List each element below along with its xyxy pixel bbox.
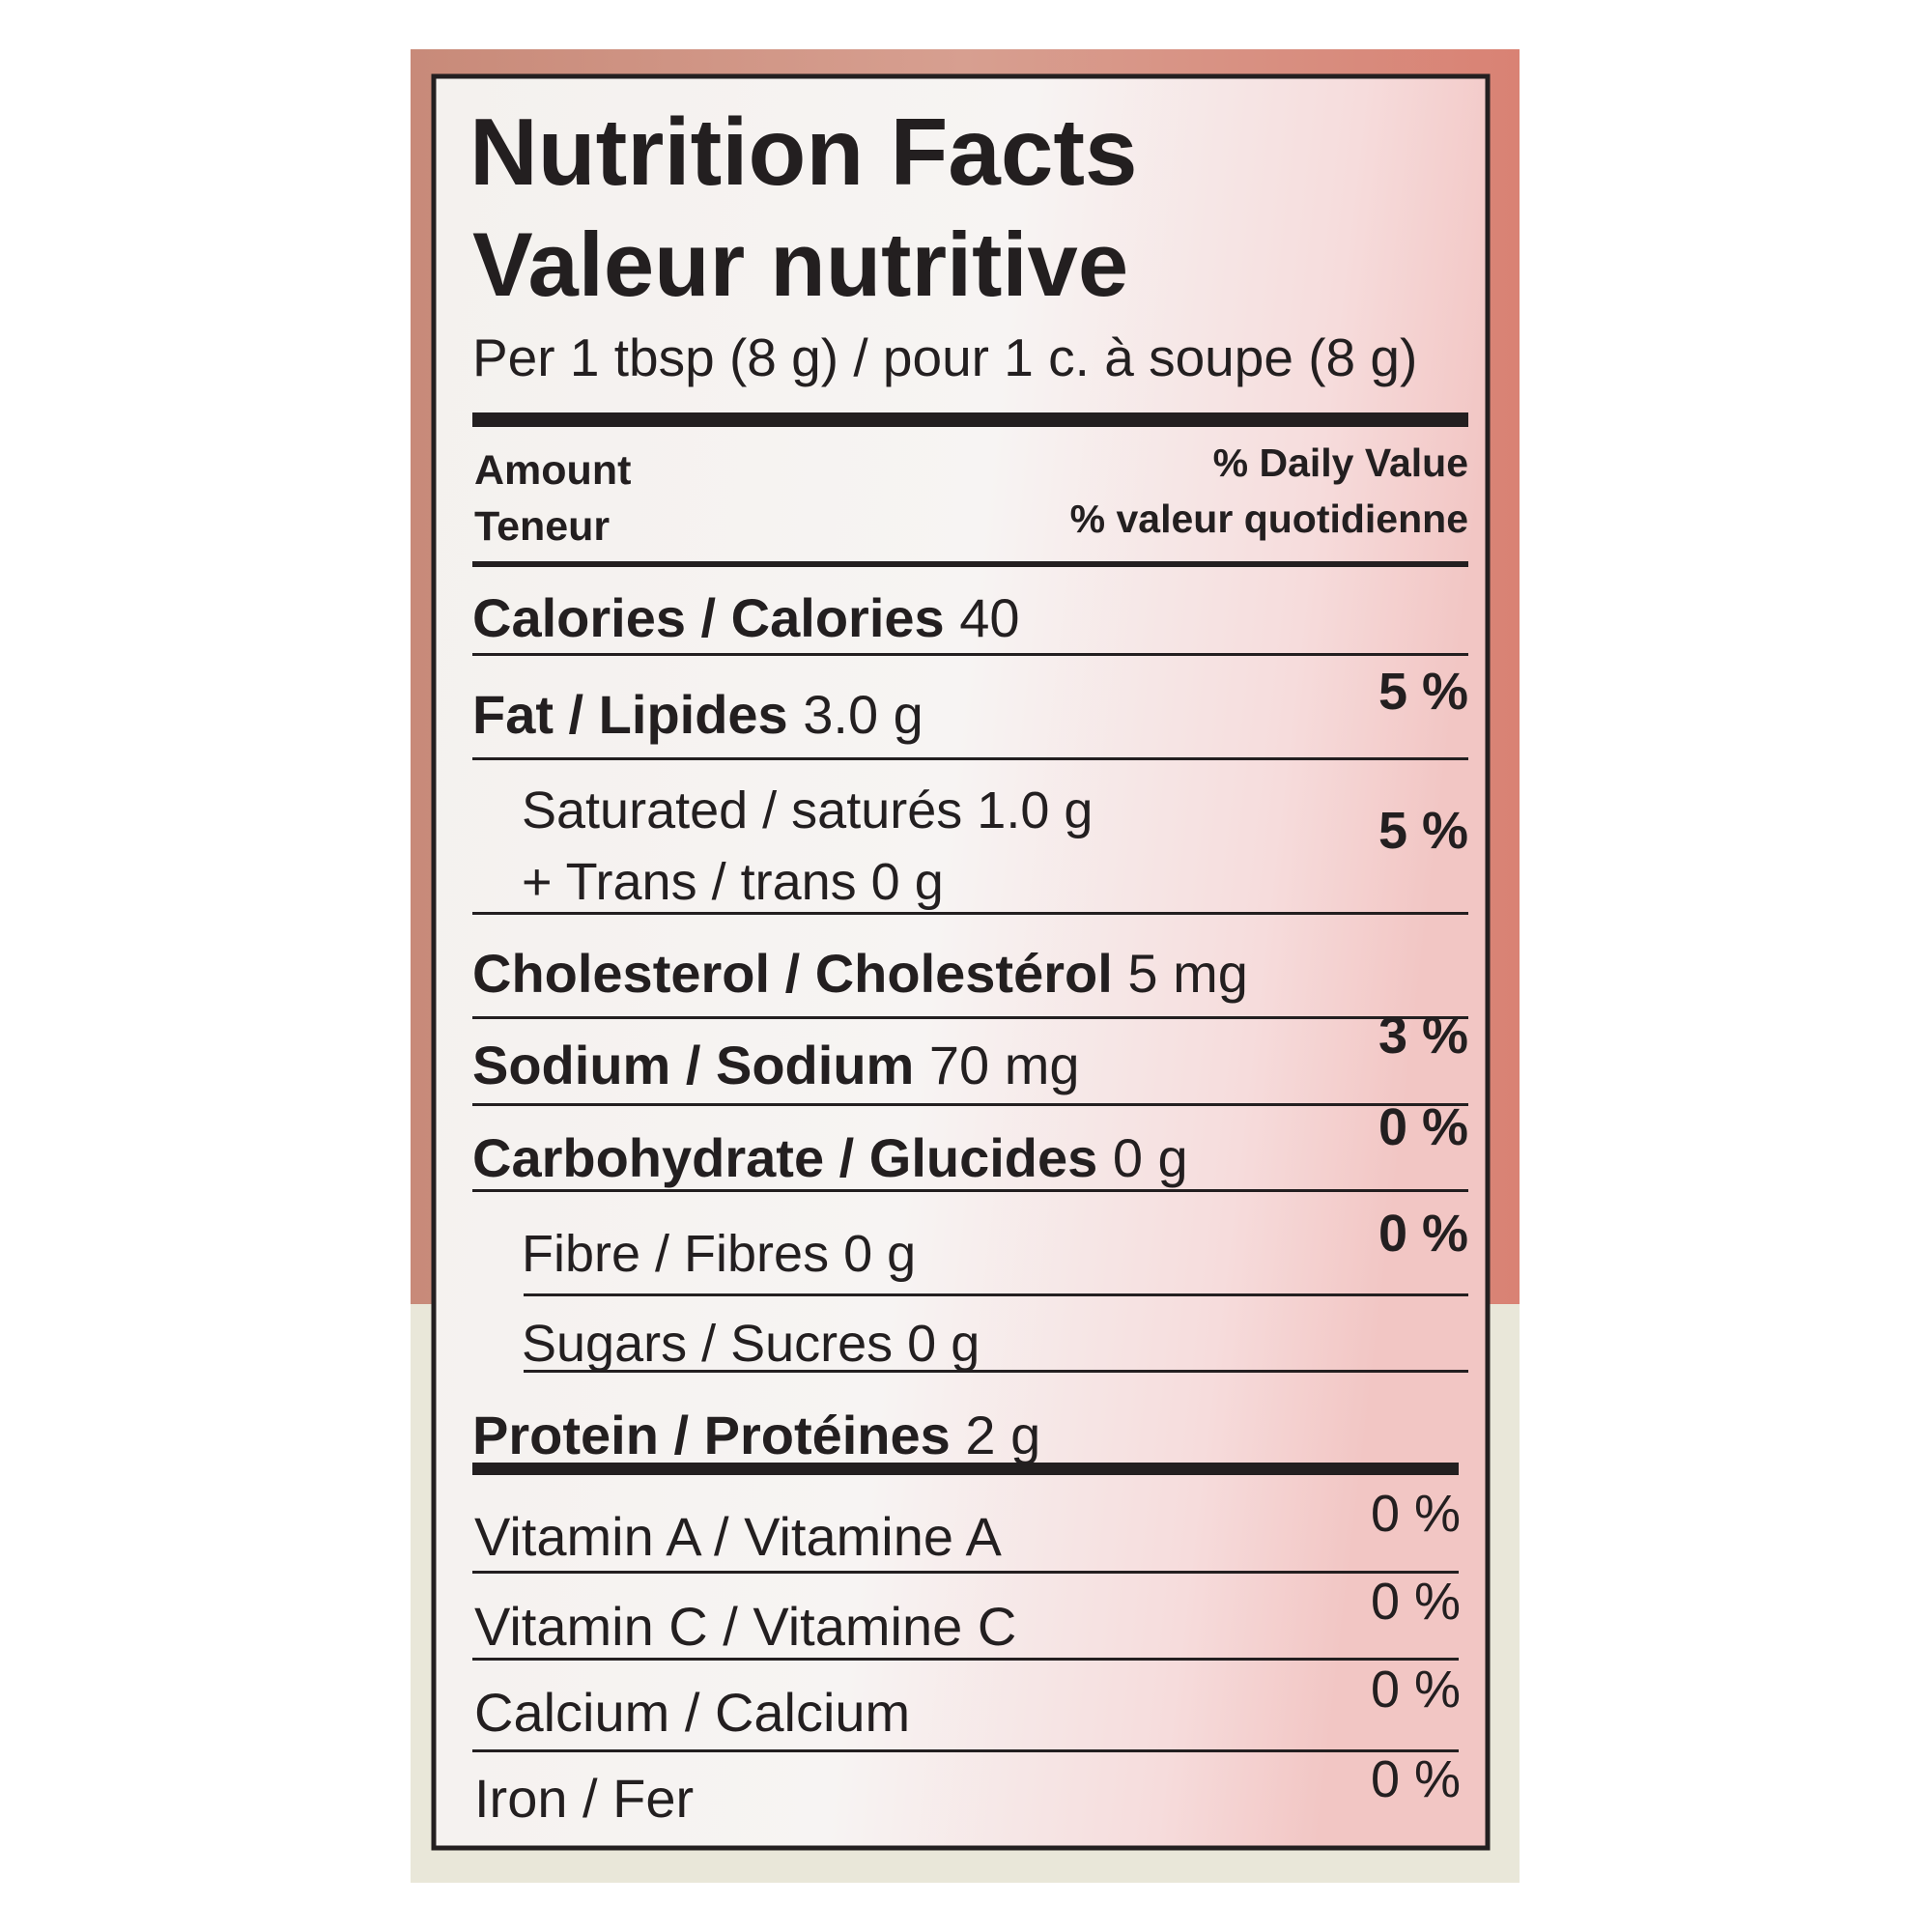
- dv-header: % Daily Value: [1213, 440, 1468, 485]
- nutrient-amount: 70 mg: [929, 1035, 1080, 1095]
- vitamin-label: Vitamin C / Vitamine C: [474, 1596, 1016, 1657]
- nutrient: Calories / Calories 40: [472, 587, 1020, 648]
- sub-nutrient: Sugars / Sucres 0 g: [522, 1315, 980, 1373]
- title-fr: Valeur nutritive: [472, 213, 1128, 315]
- daily-value: 0 %: [1378, 1205, 1468, 1263]
- nutrient-label: Sugars / Sucres 0 g: [522, 1315, 980, 1373]
- dv-header-fr: % valeur quotidienne: [1070, 497, 1468, 541]
- rule: [524, 1293, 1468, 1296]
- title: Nutrition Facts: [469, 99, 1137, 205]
- rule: [472, 1189, 1468, 1192]
- rule: [472, 757, 1468, 760]
- nutrient-amount: 0 g: [1113, 1127, 1188, 1188]
- nutrient: Carbohydrate / Glucides 0 g: [472, 1127, 1188, 1188]
- serving: Per 1 tbsp (8 g) / pour 1 c. à soupe (8 …: [472, 327, 1417, 387]
- nutrient-label: Carbohydrate / Glucides: [472, 1127, 1097, 1188]
- nutrient: Fat / Lipides 3.0 g: [472, 684, 923, 745]
- thick-rule: [472, 412, 1468, 427]
- nutrient-amount: 1.0 g: [977, 781, 1093, 839]
- daily-value: 0 %: [1371, 1661, 1461, 1719]
- rule: [472, 561, 1468, 567]
- rule: [472, 1571, 1459, 1574]
- daily-value: 0 %: [1378, 1098, 1468, 1156]
- nutrient-label: Cholesterol / Cholestérol: [472, 943, 1113, 1004]
- daily-value: 5 %: [1378, 802, 1468, 860]
- sub-nutrient: + Trans / trans 0 g: [522, 853, 944, 911]
- daily-value: 0 %: [1371, 1573, 1461, 1631]
- nutrient-amount: 5 mg: [1127, 943, 1248, 1004]
- sub-nutrient: Saturated / saturés 1.0 g: [522, 781, 1093, 839]
- rule: [472, 1016, 1468, 1019]
- nutrient: Protein / Protéines 2 g: [472, 1405, 1040, 1465]
- daily-value: 0 %: [1371, 1750, 1461, 1808]
- nutrient-label: Sodium / Sodium: [472, 1035, 914, 1095]
- sub-nutrient: Fibre / Fibres 0 g: [522, 1225, 916, 1283]
- rule: [524, 1370, 1468, 1373]
- vitamin-label: Iron / Fer: [474, 1768, 694, 1829]
- rule: [472, 912, 1468, 915]
- rule: [472, 1103, 1468, 1106]
- vitamin-label: Calcium / Calcium: [474, 1682, 910, 1743]
- rule: [472, 1749, 1459, 1752]
- rule: [472, 1658, 1459, 1661]
- vitamin-label: Vitamin A / Vitamine A: [474, 1506, 1002, 1567]
- daily-value: 0 %: [1371, 1485, 1461, 1543]
- nutrient: Sodium / Sodium 70 mg: [472, 1035, 1080, 1095]
- nutrient-amount: 3.0 g: [803, 684, 923, 745]
- label-border: [431, 73, 1491, 1851]
- nutrient-label: Protein / Protéines: [472, 1405, 951, 1465]
- nutrient-amount: 40: [959, 587, 1019, 648]
- daily-value: 3 %: [1378, 1007, 1468, 1065]
- nutrient: Cholesterol / Cholestérol 5 mg: [472, 943, 1248, 1004]
- daily-value: 5 %: [1378, 663, 1468, 721]
- nutrient-label: Calories / Calories: [472, 587, 945, 648]
- nutrient-amount: 2 g: [965, 1405, 1040, 1465]
- rule: [472, 653, 1468, 656]
- nutrient-label: Fat / Lipides: [472, 684, 788, 745]
- amount-header: Amount: [474, 447, 631, 494]
- amount-header-fr: Teneur: [474, 503, 610, 550]
- nutrient-label: Saturated / saturés: [522, 781, 962, 839]
- thick-rule: [472, 1463, 1459, 1475]
- nutrient-label: Fibre / Fibres 0 g: [522, 1225, 916, 1283]
